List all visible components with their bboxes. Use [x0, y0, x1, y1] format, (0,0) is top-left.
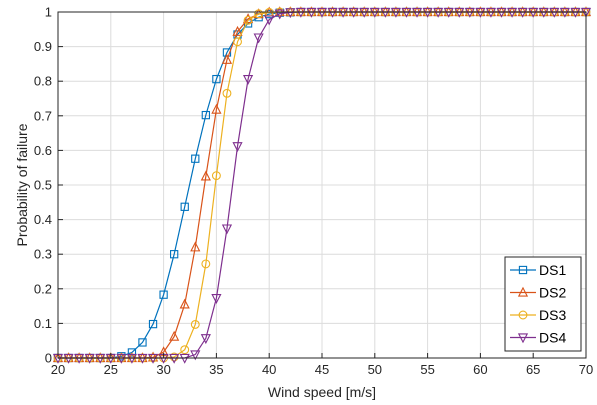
data-point — [190, 241, 201, 252]
y-axis-label: Probability of failure — [14, 123, 30, 246]
legend-marker — [518, 265, 528, 275]
legend-entry: DS1 — [510, 262, 566, 278]
x-tick-label: 45 — [315, 362, 329, 377]
x-tick-label: 25 — [104, 362, 118, 377]
y-tick-label: 0.9 — [34, 39, 52, 54]
data-point — [190, 319, 200, 329]
legend-marker — [518, 310, 528, 320]
data-point — [148, 319, 158, 329]
data-point — [264, 15, 275, 26]
x-tick-label: 50 — [368, 362, 382, 377]
data-point — [170, 250, 179, 259]
data-point — [201, 259, 211, 269]
legend-label: DS1 — [539, 262, 566, 278]
data-point — [221, 53, 233, 64]
data-point — [169, 352, 179, 362]
legend-entry: DS2 — [510, 285, 566, 301]
data-point — [211, 293, 222, 304]
x-tick-label: 35 — [209, 362, 223, 377]
tick-labels: 20 25 30 35 40 45 50 55 60 65 70 0 0.1 0.2 0.3 0.4 0.5 0.… — [34, 5, 593, 378]
data-point — [191, 154, 200, 163]
x-tick-label: 30 — [156, 362, 170, 377]
data-point — [243, 15, 253, 25]
legend-entry: DS3 — [510, 307, 566, 323]
data-point — [127, 348, 137, 357]
y-tick-label: 0.8 — [34, 74, 52, 89]
y-tick-label: 0.5 — [34, 178, 52, 193]
data-point — [254, 9, 264, 19]
data-point — [253, 33, 264, 44]
data-point — [222, 88, 232, 98]
y-tick-label: 0.2 — [34, 281, 52, 296]
legend-label: DS2 — [539, 285, 566, 301]
data-point — [159, 290, 168, 299]
data-point — [212, 74, 221, 84]
y-tick-label: 1 — [45, 5, 52, 20]
data-point — [221, 224, 233, 235]
x-tick-label: 20 — [51, 362, 65, 377]
y-tick-label: 0 — [45, 351, 52, 366]
x-tick-label: 60 — [473, 362, 487, 377]
data-point — [138, 338, 147, 347]
data-point — [201, 110, 210, 120]
legend: DS1 DS2 DS3 DS4 — [504, 256, 582, 352]
x-tick-label: 65 — [526, 362, 540, 377]
data-point — [147, 351, 159, 362]
legend-marker — [517, 286, 529, 297]
x-tick-label: 70 — [579, 362, 593, 377]
data-point — [211, 103, 222, 114]
x-axis-label: Wind speed [m/s] — [268, 384, 376, 400]
y-tick-label: 0.6 — [34, 143, 52, 158]
legend-box — [504, 256, 582, 352]
legend-label: DS4 — [539, 330, 566, 346]
y-tick-label: 0.1 — [34, 316, 52, 331]
x-tick-label: 40 — [262, 362, 276, 377]
y-tick-label: 0.4 — [34, 212, 52, 227]
data-point — [169, 330, 180, 341]
data-point — [190, 350, 201, 361]
legend-marker — [517, 333, 529, 344]
data-point — [232, 142, 243, 153]
data-point — [232, 25, 243, 36]
x-tick-label: 55 — [420, 362, 434, 377]
data-point — [211, 171, 221, 181]
data-point — [180, 202, 189, 211]
y-tick-label: 0.3 — [34, 247, 52, 262]
grid — [58, 12, 586, 358]
legend-entry: DS4 — [510, 330, 566, 346]
data-point — [242, 74, 254, 85]
data-point — [180, 345, 190, 355]
data-point — [200, 334, 211, 345]
data-point — [179, 298, 190, 309]
y-tick-label: 0.7 — [34, 108, 52, 123]
legend-label: DS3 — [539, 307, 566, 323]
data-point — [233, 37, 242, 47]
data-point — [200, 170, 211, 181]
data-point — [285, 8, 296, 19]
data-point — [274, 9, 285, 20]
